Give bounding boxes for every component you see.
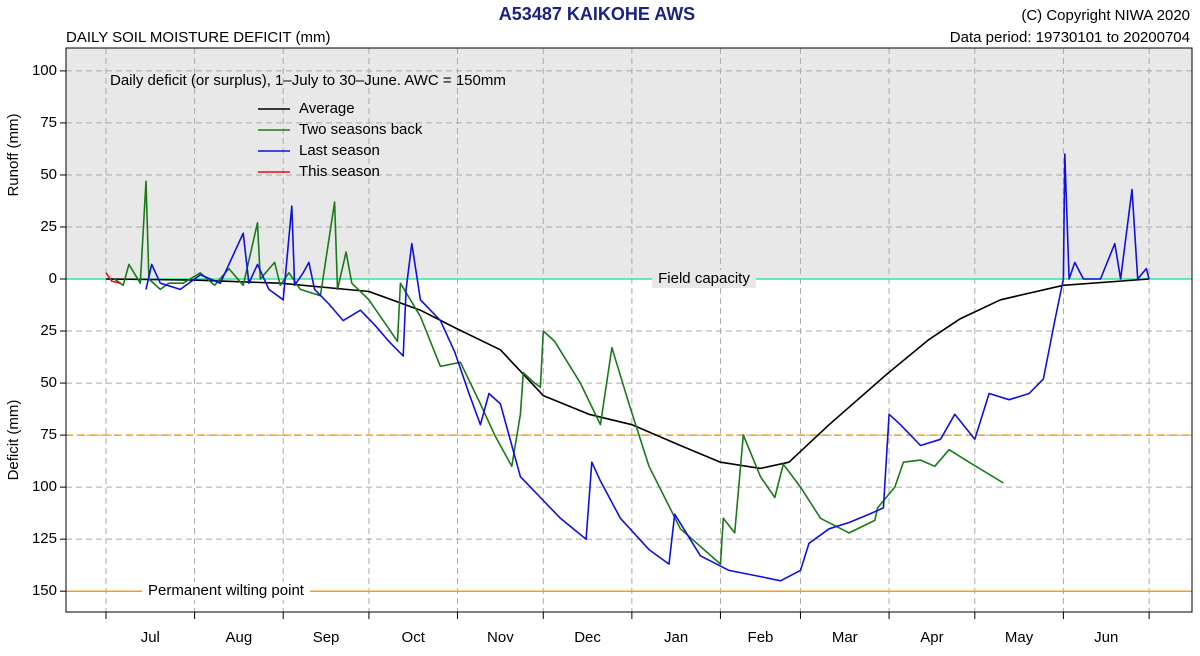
series-line <box>105 272 121 284</box>
x-tick-label: Dec <box>574 629 601 646</box>
y-tick-label: 50 <box>40 166 57 183</box>
y-tick-label: 100 <box>32 62 57 79</box>
y-tick-label: 75 <box>40 426 57 443</box>
x-tick-label: Mar <box>832 629 858 646</box>
series-line <box>105 278 1150 470</box>
reference-label: Field capacity <box>658 270 750 287</box>
y-tick-label: 150 <box>32 582 57 599</box>
series-line <box>145 153 1150 582</box>
x-tick-label: Apr <box>920 629 943 646</box>
annotation: Daily deficit (or surplus), 1–July to 30… <box>110 72 506 89</box>
plot-frame <box>65 47 1193 613</box>
chart-title: A53487 KAIKOHE AWS <box>499 4 695 24</box>
legend-label: Average <box>299 100 355 117</box>
y-tick-label: 100 <box>32 478 57 495</box>
y-tick-label: 50 <box>40 374 57 391</box>
reference-label-bg <box>142 582 310 601</box>
x-tick-label: Jan <box>664 629 688 646</box>
legend-label: Last season <box>299 142 380 159</box>
x-tick-label: Feb <box>748 629 774 646</box>
reference-label: Permanent wilting point <box>148 582 305 599</box>
x-tick-label: Oct <box>402 629 426 646</box>
y-axis-label: Deficit (mm) <box>5 400 22 481</box>
x-tick-label: Jun <box>1094 629 1118 646</box>
y-axis-label: Runoff (mm) <box>5 113 22 196</box>
reference-label-bg <box>652 270 756 289</box>
y-tick-label: 0 <box>49 270 57 287</box>
legend-label: Two seasons back <box>299 121 423 138</box>
y-tick-label: 25 <box>40 218 57 235</box>
y-tick-label: 75 <box>40 114 57 131</box>
x-tick-label: May <box>1005 629 1034 646</box>
legend-label: This season <box>299 163 380 180</box>
y-tick-label: 125 <box>32 530 57 547</box>
x-tick-label: Jul <box>141 629 160 646</box>
x-tick-label: Nov <box>487 629 514 646</box>
x-tick-label: Sep <box>313 629 340 646</box>
copyright: (C) Copyright NIWA 2020 <box>1021 7 1190 24</box>
chart-subtitle: DAILY SOIL MOISTURE DEFICIT (mm) <box>66 29 330 46</box>
y-tick-label: 25 <box>40 322 57 339</box>
data-period: Data period: 19730101 to 20200704 <box>950 29 1190 46</box>
x-tick-label: Aug <box>226 629 253 646</box>
